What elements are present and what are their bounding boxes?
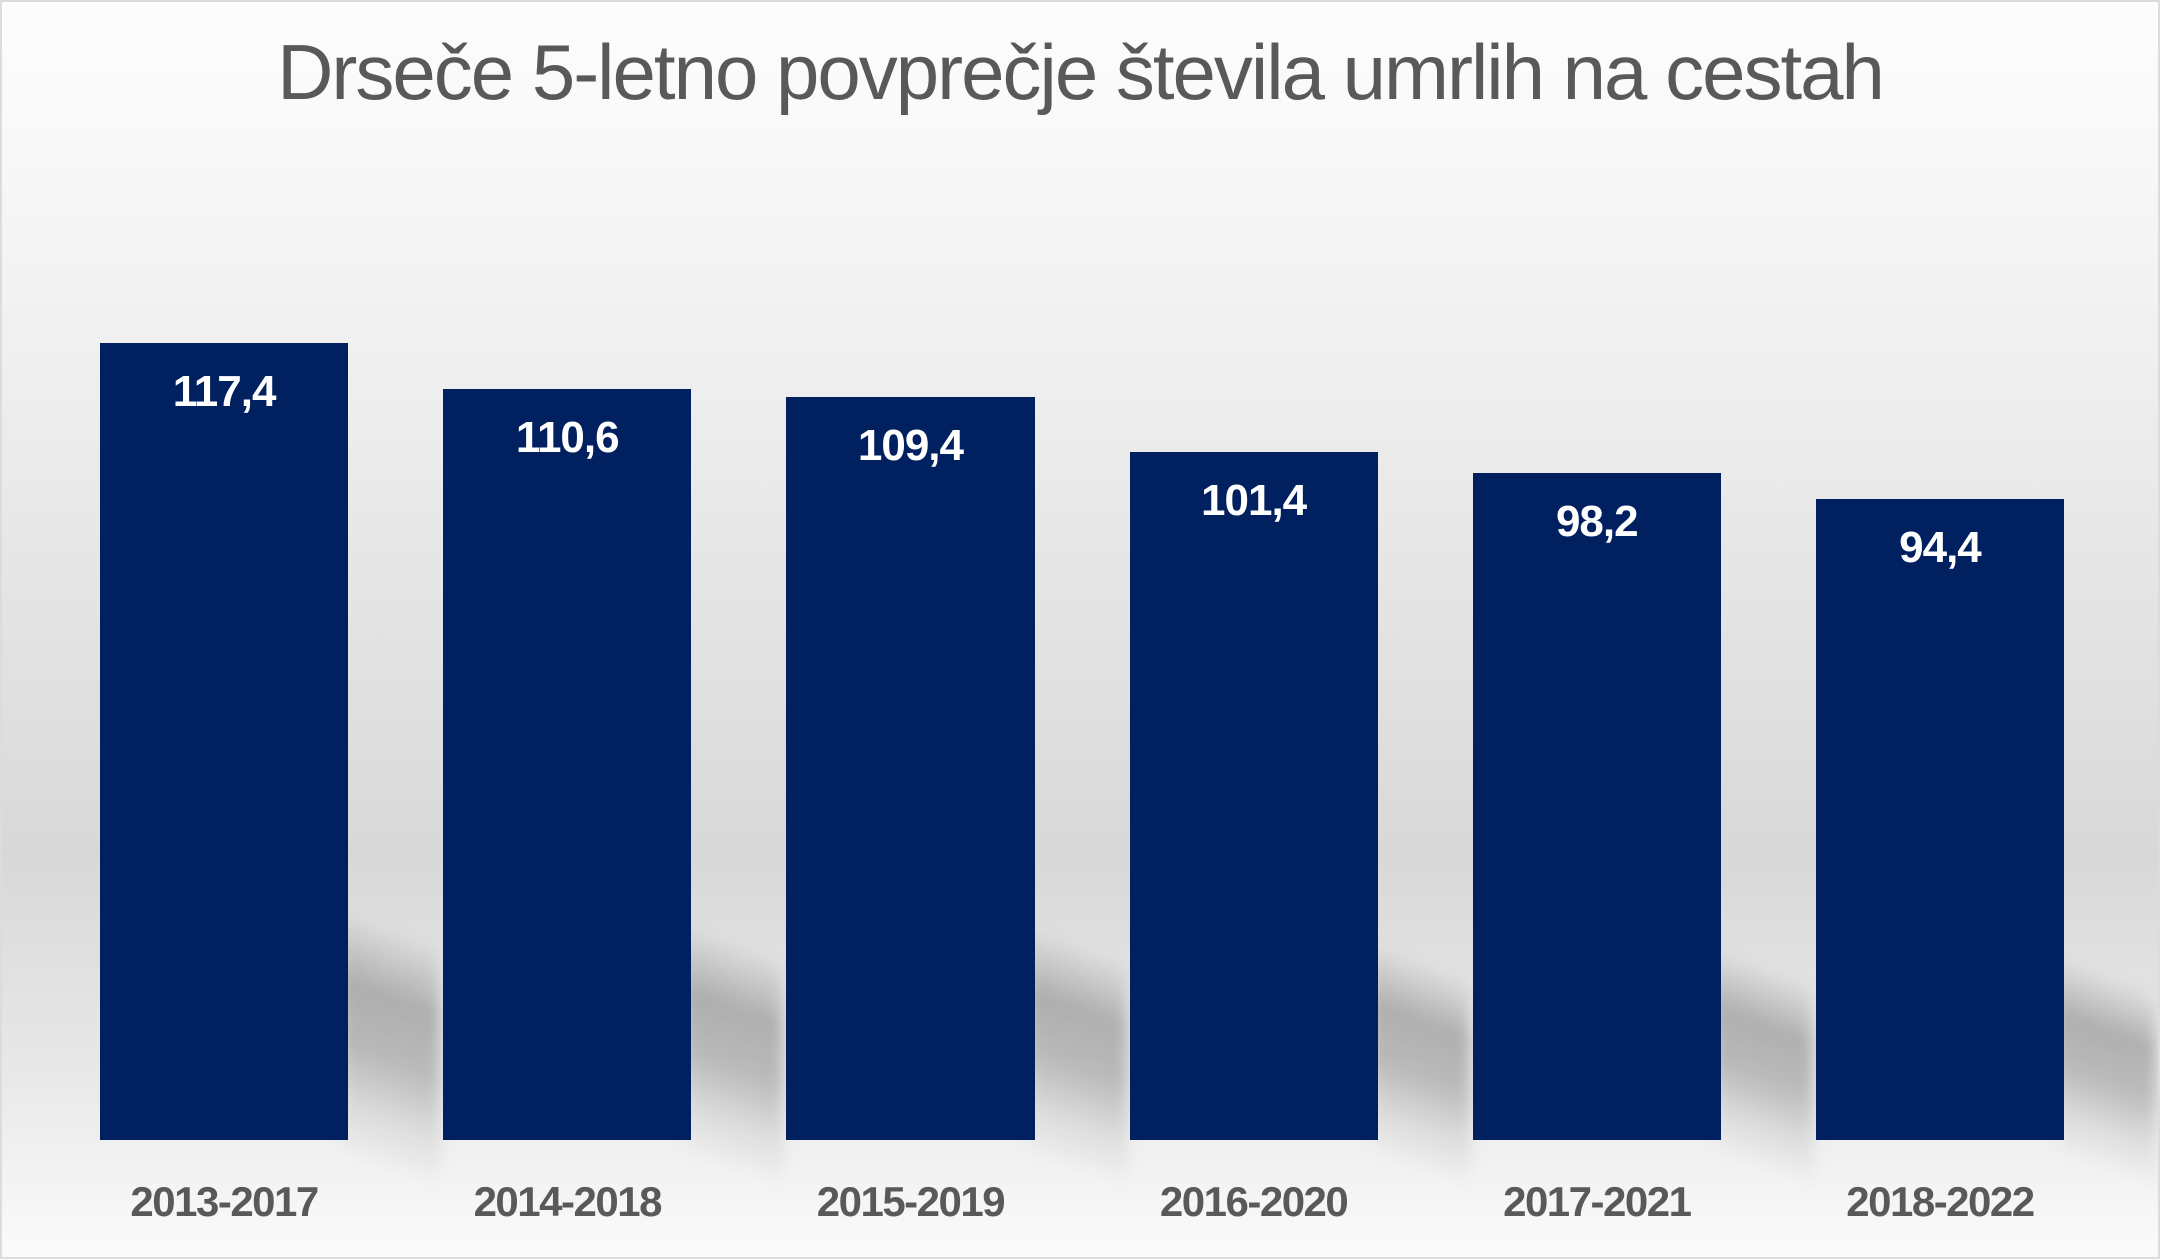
bar-value-label: 110,6: [515, 413, 620, 463]
bar-shadow: [1026, 925, 1127, 1185]
bar-2015-2019: 109,4: [786, 397, 1035, 1140]
category-label: 2016-2020: [1159, 1178, 1349, 1225]
bar-column: 101,4: [1129, 343, 1470, 1185]
bar-value-label: 98,2: [1555, 497, 1639, 547]
bar-column: 110,6: [443, 343, 784, 1185]
bar-2014-2018: 110,6: [443, 389, 692, 1140]
plot-area: 117,4 110,6 109,4 101,4 98,2 94,4: [100, 343, 2157, 1185]
x-axis-labels: 2013-2017 2014-2018 2015-2019 2016-2020 2017…: [100, 1176, 2064, 1228]
bar-2018-2022: 94,4: [1815, 499, 2065, 1140]
bar-shadow: [1369, 941, 1470, 1185]
bar-2017-2021: 98,2: [1472, 473, 1721, 1140]
bar-2013-2017: 117,4: [100, 343, 349, 1140]
category-label: 2018-2022: [1846, 1178, 2035, 1225]
bar-value-label: 101,4: [1201, 475, 1307, 525]
category-label: 2013-2017: [130, 1178, 319, 1225]
category-label: 2017-2021: [1503, 1178, 1692, 1225]
bar-column: 94,4: [1815, 343, 2157, 1185]
bar-value-label: 109,4: [857, 421, 964, 471]
bar-column: 109,4: [786, 343, 1127, 1185]
bar-value-label: 117,4: [172, 367, 277, 416]
bar-2016-2020: 101,4: [1129, 451, 1378, 1140]
bar-shadow: [683, 922, 784, 1185]
bar-shadow: [340, 908, 441, 1185]
bar-column: 117,4: [100, 343, 441, 1185]
category-label: 2015-2019: [816, 1178, 1006, 1225]
chart-title: Drseče 5-letno povprečje števila umrlih …: [277, 28, 1885, 116]
category-label: 2014-2018: [473, 1178, 663, 1225]
bar-column: 98,2: [1472, 343, 1813, 1185]
bar-value-label: 94,4: [1899, 523, 1982, 573]
bar-shadow: [2056, 955, 2157, 1185]
bar-shadow: [1712, 948, 1813, 1185]
